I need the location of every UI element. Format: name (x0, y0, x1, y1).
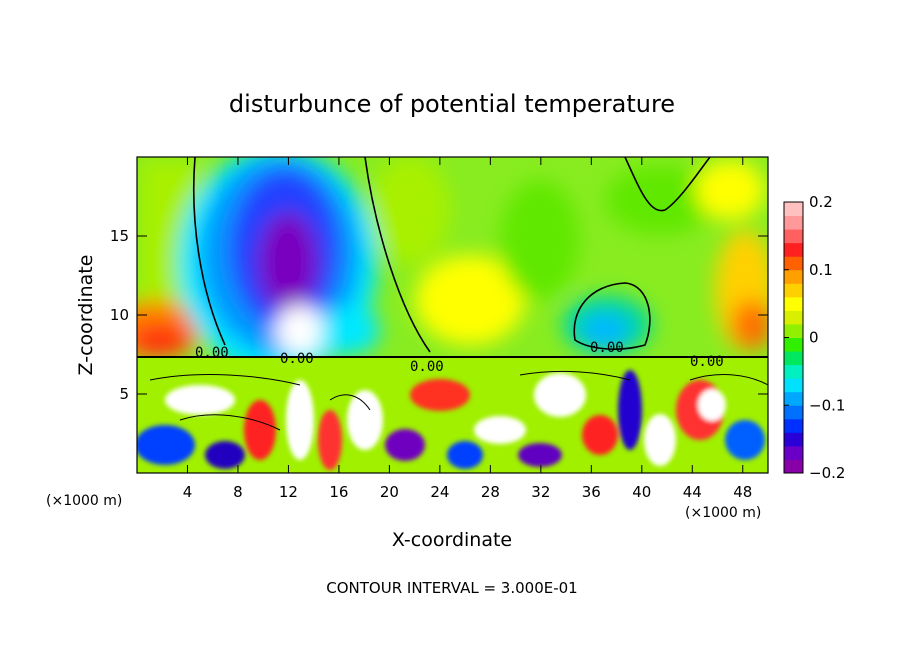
contour-label: 0.00 (280, 351, 314, 367)
colorbar-swatch (784, 418, 803, 433)
x-tick-label: 20 (380, 483, 399, 501)
y-tick-label: 10 (110, 306, 129, 324)
x-tick-label: 12 (279, 483, 298, 501)
x-unit-right: (×1000 m) (685, 505, 761, 521)
colorbar-tick-label: 0.2 (809, 193, 833, 211)
x-tick-label: 4 (183, 483, 193, 501)
x-tick-label: 16 (329, 483, 348, 501)
chart-title: disturbunce of potential temperature (229, 90, 675, 118)
x-tick-label: 24 (430, 483, 449, 501)
colorbar-swatch (784, 351, 803, 366)
y-tick-label: 15 (110, 227, 129, 245)
x-tick-label: 36 (582, 483, 601, 501)
colorbar-swatch (784, 242, 803, 257)
colorbar-tick-label: 0 (809, 329, 819, 347)
colorbar-swatch (784, 378, 803, 393)
colorbar-swatch (784, 432, 803, 447)
x-tick-label: 48 (733, 483, 752, 501)
x-tick-label: 8 (233, 483, 243, 501)
x-axis-ticks: 4 8 12 16 20 24 28 32 36 40 44 48 (183, 157, 752, 501)
contour-label: 0.00 (410, 359, 444, 375)
y-axis-label: Z-coordinate (75, 255, 97, 376)
contour-label: 0.00 (690, 354, 724, 370)
x-unit-left: (×1000 m) (46, 493, 122, 509)
colorbar-swatch (784, 445, 803, 460)
x-tick-label: 32 (531, 483, 550, 501)
x-tick-label: 28 (481, 483, 500, 501)
colorbar-tick-label: 0.1 (809, 261, 833, 279)
colorbar: 0.2 0.1 0 −0.1 −0.2 (783, 193, 845, 482)
colorbar-swatch (784, 337, 803, 352)
colorbar-swatch (784, 310, 803, 325)
heatmap-field (137, 157, 768, 473)
x-tick-label: 44 (683, 483, 702, 501)
colorbar-swatch (784, 215, 803, 230)
contour-label: 0.00 (195, 345, 229, 361)
colorbar-swatch (784, 256, 803, 271)
y-tick-label: 5 (119, 385, 129, 403)
colorbar-tick-label: −0.2 (809, 464, 845, 482)
colorbar-swatch (784, 229, 803, 244)
x-axis-label: X-coordinate (392, 529, 512, 551)
colorbar-swatch (784, 405, 803, 420)
colorbar-swatch (784, 283, 803, 298)
colorbar-tick-label: −0.1 (809, 396, 845, 414)
colorbar-swatch (784, 296, 803, 311)
colorbar-swatch (784, 459, 803, 474)
colorbar-swatch (784, 391, 803, 406)
colorbar-swatch (784, 364, 803, 379)
colorbar-swatch (784, 269, 803, 284)
x-tick-label: 40 (632, 483, 651, 501)
colorbar-swatch (784, 202, 803, 217)
footer-contour-interval: CONTOUR INTERVAL = 3.000E-01 (326, 579, 577, 597)
y-axis-ticks: 5 10 15 (110, 227, 768, 403)
colorbar-swatch (784, 323, 803, 338)
contour-label: 0.00 (590, 340, 624, 356)
